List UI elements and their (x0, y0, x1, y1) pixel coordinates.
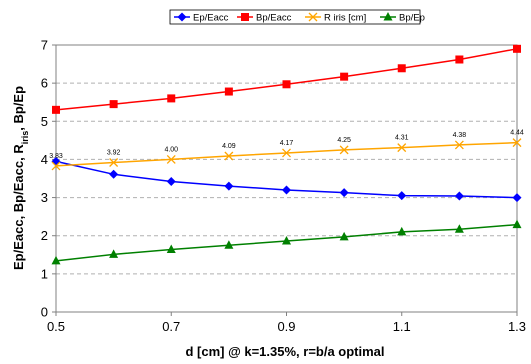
series-r-iris-cm (51, 138, 522, 171)
legend-item: Bp/Ep (380, 12, 425, 24)
y-axis-ticks: 0 1 2 3 4 5 6 7 (41, 38, 56, 320)
x-tick-label: 1.1 (393, 319, 411, 334)
legend-label: R iris [cm] (324, 13, 366, 24)
data-point (109, 249, 119, 258)
y-axis-title-part1: Ep/Eacc, Bp/Eacc, R (11, 144, 26, 270)
data-point (397, 226, 407, 236)
data-point (167, 94, 176, 103)
data-point (282, 148, 291, 158)
data-point (51, 161, 61, 171)
y-tick-label: 3 (41, 190, 48, 205)
series-layer (51, 44, 522, 265)
data-point (109, 158, 119, 167)
data-point (166, 244, 176, 253)
data-point (339, 145, 349, 155)
x-tick-label: 0.5 (47, 319, 65, 334)
x-axis-title: d [cm] @ k=1.35%, r=b/a optimal (185, 344, 384, 359)
y-tick-label: 0 (41, 305, 48, 320)
data-point (109, 169, 119, 179)
legend-marker (308, 12, 318, 22)
legend-label: Bp/Ep (399, 13, 425, 24)
data-point (512, 219, 522, 229)
data-point (397, 191, 407, 201)
legend-item: R iris [cm] (305, 13, 366, 24)
series-ep-eacc (51, 156, 522, 203)
data-point (282, 236, 291, 245)
data-point (512, 193, 522, 203)
data-point (454, 140, 464, 150)
x-tick-label: 0.7 (162, 319, 180, 334)
x-axis-ticks: 0.5 0.7 0.9 1.1 1.3 (47, 312, 526, 334)
data-label: 3.83 (49, 153, 63, 160)
legend-item: Ep/Eacc (174, 12, 229, 24)
data-point (51, 255, 61, 265)
data-point (455, 55, 464, 64)
gridlines (56, 82, 517, 275)
legend-marker (383, 12, 393, 21)
data-point (339, 231, 349, 241)
data-label: 4.00 (164, 146, 178, 153)
data-point (454, 224, 464, 233)
data-point (166, 154, 176, 164)
x-tick-label: 0.9 (277, 319, 295, 334)
data-point (166, 177, 176, 187)
y-tick-label: 1 (41, 266, 48, 281)
data-point (109, 100, 118, 109)
legend-label: Bp/Eacc (256, 13, 292, 24)
data-label: 4.38 (453, 132, 467, 139)
data-point (339, 188, 349, 198)
data-point (340, 72, 349, 81)
data-label: 4.31 (395, 135, 409, 142)
data-point (52, 105, 60, 114)
legend: Ep/Eacc Bp/Eacc R iris [cm] Bp/Ep (169, 9, 425, 25)
legend-marker (177, 12, 187, 22)
data-point (282, 185, 291, 195)
legend-label: Ep/Eacc (193, 13, 229, 24)
y-tick-label: 6 (41, 76, 48, 91)
legend-box (169, 9, 421, 25)
data-label: 3.92 (107, 149, 121, 156)
legend-item: Bp/Eacc (237, 13, 292, 24)
data-label: 4.44 (510, 130, 524, 137)
series-bp-eacc (52, 44, 521, 114)
data-label: 4.25 (337, 137, 351, 144)
data-label: 4.09 (222, 143, 236, 150)
legend-marker (241, 13, 249, 21)
data-point (397, 143, 407, 153)
y-tick-label: 2 (41, 228, 48, 243)
y-tick-label: 7 (41, 38, 48, 53)
y-tick-label: 4 (41, 152, 48, 167)
y-axis-title: Ep/Eacc, Bp/Eacc, Riris, Bp/Ep (11, 86, 30, 270)
y-axis-title-subscript: iris (20, 131, 30, 145)
data-label: 4.17 (280, 140, 294, 147)
series-bp-ep (51, 219, 522, 265)
y-tick-label: 5 (41, 114, 48, 129)
data-point (224, 87, 233, 96)
data-point (224, 240, 234, 249)
y-axis-title-part2: , Bp/Ep (11, 86, 26, 131)
x-tick-label: 1.3 (508, 319, 526, 334)
data-labels: 3.83 3.92 4.00 4.09 4.17 4.25 4.31 4.38 4.44 (49, 130, 524, 160)
data-point (282, 80, 291, 89)
data-point (454, 191, 464, 201)
data-point (224, 181, 234, 191)
data-point (512, 138, 522, 148)
data-point (224, 151, 234, 161)
series-line (55, 48, 518, 111)
data-point (513, 44, 521, 53)
data-point (397, 64, 406, 73)
